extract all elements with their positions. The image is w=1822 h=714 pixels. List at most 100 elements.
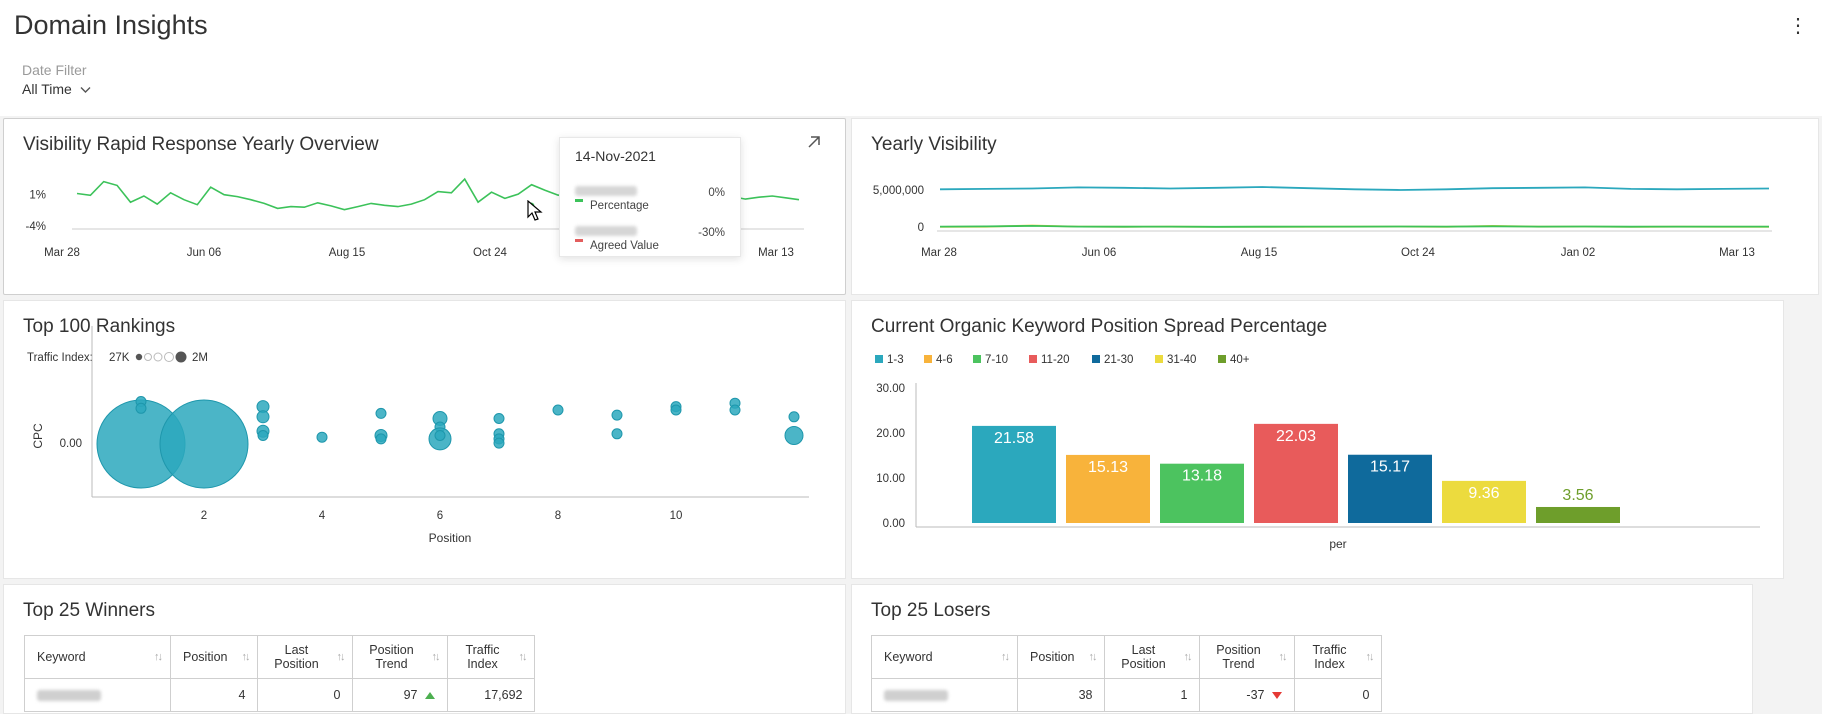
bar xyxy=(1254,423,1338,523)
legend-swatch xyxy=(1092,355,1100,363)
x-tick-label: Mar 13 xyxy=(1719,247,1755,259)
keyword-cell xyxy=(871,678,1018,712)
bar-value-label: 9.36 xyxy=(1468,485,1499,502)
bar xyxy=(1536,506,1620,523)
legend-item: 11-20 xyxy=(1029,354,1070,366)
legend-swatch xyxy=(924,355,932,363)
col-traffic-index[interactable]: Traffic Index ↑↓ xyxy=(1294,635,1383,679)
winners-title: Top 25 Winners xyxy=(23,600,156,621)
x-tick-label: 2 xyxy=(201,510,207,522)
trend-up-icon xyxy=(425,692,436,699)
bar xyxy=(1066,454,1150,523)
bubble-point xyxy=(670,404,682,416)
bubble-point xyxy=(257,430,269,441)
date-filter-dropdown[interactable]: All Time xyxy=(22,81,91,97)
y-tick-label: 0.00 xyxy=(883,518,905,530)
col-last-position[interactable]: Last Position ↑↓ xyxy=(1104,635,1201,679)
sort-icon: ↑↓ xyxy=(1183,651,1192,663)
traffic-max: 2M xyxy=(192,352,208,364)
bubble-point xyxy=(552,404,564,416)
bar xyxy=(972,425,1056,523)
page-header: Domain Insights ⋮ Date Filter All Time xyxy=(0,0,1822,116)
bar xyxy=(1442,480,1526,523)
bubble-point xyxy=(493,437,505,449)
x-tick-label: 6 xyxy=(437,510,443,522)
bubble-chart: Traffic Index: 27K 2M 0.00 2 4 6 8 10 Position… xyxy=(27,326,809,545)
legend-label: 40+ xyxy=(1230,354,1250,366)
bubble-point xyxy=(493,413,505,424)
trend-down-icon xyxy=(1272,692,1283,699)
bar-value-label: 21.58 xyxy=(994,430,1034,447)
x-tick-label: Aug 15 xyxy=(329,247,365,259)
top100-title: Top 100 Rankings xyxy=(23,316,176,337)
bubble-point xyxy=(159,399,249,489)
winners-card: Top 25 Winners Keyword ↑↓ Position ↑↓ Last… xyxy=(3,584,846,714)
trend-cell: 97 xyxy=(352,678,449,712)
bar xyxy=(1348,454,1432,523)
tooltip-date: 14-Nov-2021 xyxy=(575,148,656,164)
x-tick-label: Jun 06 xyxy=(187,247,222,259)
legend-item: 40+ xyxy=(1218,354,1250,366)
redacted-keyword xyxy=(37,690,101,702)
x-tick-label: Jan 02 xyxy=(1561,247,1596,259)
legend-swatch xyxy=(1218,355,1226,363)
bubble-point xyxy=(375,433,387,445)
chevron-down-icon xyxy=(80,81,91,97)
col-last-position[interactable]: Last Position ↑↓ xyxy=(257,635,354,679)
kebab-menu-icon[interactable]: ⋮ xyxy=(1788,15,1808,37)
bubble-point xyxy=(729,404,741,416)
x-tick-label: 4 xyxy=(319,510,326,522)
col-position[interactable]: Position ↑↓ xyxy=(1016,635,1106,679)
x-tick-label: Mar 13 xyxy=(758,247,794,259)
x-tick-label: Mar 28 xyxy=(44,247,80,259)
position-cell: 4 xyxy=(169,678,259,712)
col-position-trend[interactable]: Position Trend ↑↓ xyxy=(352,635,449,679)
bubble-point xyxy=(135,402,147,414)
sort-icon: ↑↓ xyxy=(241,651,250,663)
legend-item: 1-3 xyxy=(875,354,904,366)
sort-icon: ↑↓ xyxy=(1001,651,1010,663)
legend-label: 31-40 xyxy=(1167,354,1196,366)
date-filter-value: All Time xyxy=(22,81,72,97)
yearly-visibility-card: Yearly Visibility 5,000,000 0 Mar 28 Jun 06… xyxy=(851,118,1819,295)
y-tick-label: 10.00 xyxy=(876,473,905,485)
bubble-point xyxy=(375,407,387,419)
col-position-trend[interactable]: Position Trend ↑↓ xyxy=(1199,635,1296,679)
y-tick-label: 30.00 xyxy=(876,383,905,395)
y-axis-title: CPC xyxy=(31,423,45,449)
x-tick-label: 10 xyxy=(670,510,683,522)
bar-value-label: 13.18 xyxy=(1182,468,1222,485)
legend-swatch xyxy=(1029,355,1037,363)
traffic-index-label: Traffic Index: xyxy=(27,352,93,364)
yearly-line-chart: 5,000,000 0 Mar 28 Jun 06 Aug 15 Oct 24 Jan 02… xyxy=(873,185,1772,259)
series-swatch xyxy=(575,199,583,202)
x-tick-label: 8 xyxy=(555,510,561,522)
x-tick-label: Oct 24 xyxy=(1401,247,1435,259)
col-traffic-index[interactable]: Traffic Index ↑↓ xyxy=(447,635,536,679)
legend-label: 4-6 xyxy=(936,354,953,366)
y-tick-label: 20.00 xyxy=(876,428,905,440)
bubble-point xyxy=(788,411,800,423)
traffic-cell: 0 xyxy=(1294,678,1383,712)
keyword-cell xyxy=(24,678,171,712)
redacted-name xyxy=(575,226,637,236)
legend-label: 21-30 xyxy=(1104,354,1133,366)
bar-value-label: 15.13 xyxy=(1088,459,1128,476)
table-row[interactable]: 38 1 -37 0 xyxy=(871,678,1383,712)
sort-icon: ↑↓ xyxy=(336,651,345,663)
chart-tooltip: 14-Nov-2021 Percentage 0% Agreed Value -… xyxy=(559,137,741,257)
col-keyword[interactable]: Keyword ↑↓ xyxy=(24,635,171,679)
expand-arrow-icon[interactable] xyxy=(805,133,823,156)
bar xyxy=(1160,463,1244,523)
col-position[interactable]: Position ↑↓ xyxy=(169,635,259,679)
legend-item: 7-10 xyxy=(973,354,1008,366)
page-title: Domain Insights xyxy=(14,10,208,40)
y-tick-label: 5,000,000 xyxy=(873,185,924,197)
sort-icon: ↑↓ xyxy=(431,651,440,663)
legend-swatch xyxy=(875,355,883,363)
col-keyword[interactable]: Keyword ↑↓ xyxy=(871,635,1018,679)
legend-label: 1-3 xyxy=(887,354,904,366)
y-tick-label: 1% xyxy=(29,190,46,202)
sort-icon: ↑↓ xyxy=(1365,651,1374,663)
legend-swatch xyxy=(973,355,981,363)
